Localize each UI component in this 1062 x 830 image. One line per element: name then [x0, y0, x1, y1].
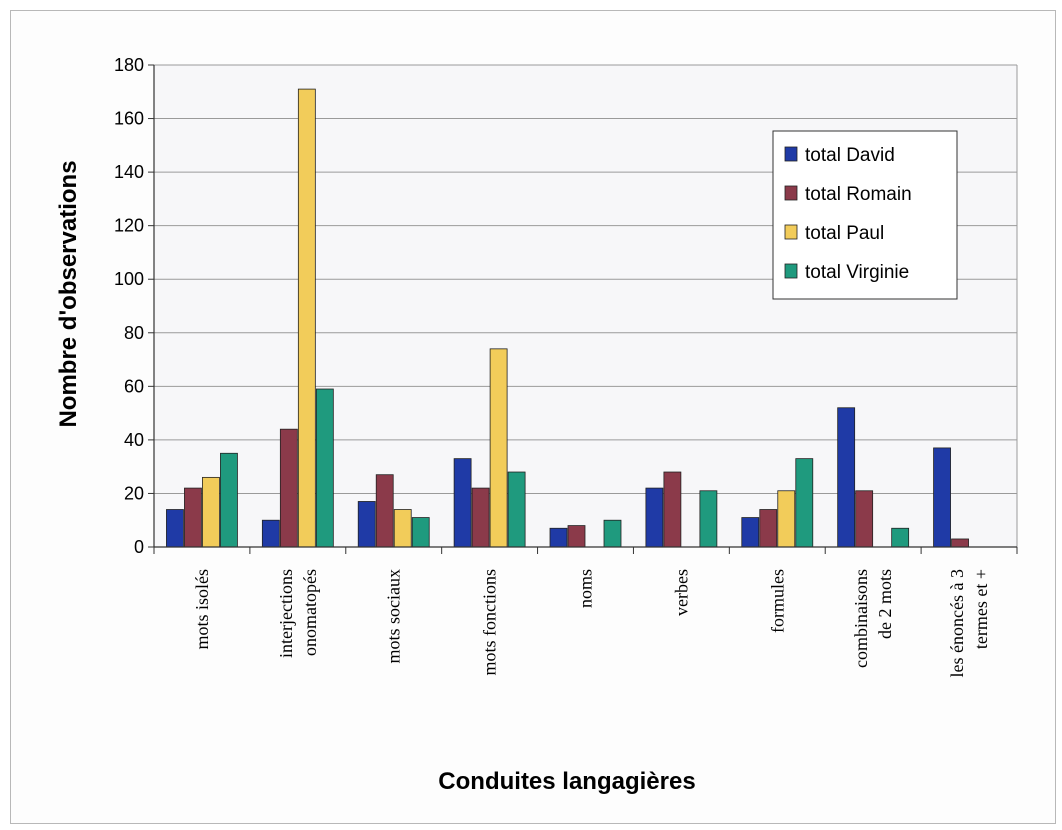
y-tick-label: 120 — [114, 216, 144, 236]
x-category-label-line: verbes — [671, 569, 691, 616]
bar-total-virginie-formules — [795, 458, 814, 548]
x-category-label-line: mots isolés — [192, 569, 212, 650]
bars — [166, 88, 969, 548]
bar-total-virginie-mots-fonctions — [507, 471, 526, 548]
x-category-labels: mots isolés interjections onomatopés mots s… — [192, 569, 991, 677]
bar-total-virginie-combinaisons-de-2-mots — [891, 527, 910, 548]
bar-total-virginie-interjections-onomatopes — [315, 388, 334, 548]
legend-swatch-total-romain — [784, 185, 798, 201]
bar-total-david-verbes — [645, 487, 664, 548]
x-category-label-line: les énoncés à 3 — [947, 569, 967, 677]
legend-label-total-david: total David — [805, 145, 895, 166]
bar-total-david-noms — [549, 527, 568, 548]
bar-total-david-formules — [741, 517, 760, 548]
bar-total-paul-interjections-onomatopes — [297, 88, 316, 548]
bar-total-romain-noms — [567, 525, 586, 548]
x-category-label-line: interjections — [276, 569, 296, 658]
bar-total-paul-mots-fonctions — [489, 348, 508, 548]
x-category-label-line: formules — [767, 569, 787, 633]
y-tick-label: 100 — [114, 269, 144, 289]
bar-total-paul-mots-sociaux — [393, 509, 412, 548]
bar-total-virginie-noms — [603, 519, 622, 548]
y-tick-label: 160 — [114, 109, 144, 129]
bar-total-virginie-verbes — [699, 490, 718, 548]
axes — [148, 64, 1018, 554]
x-category-label-line: mots sociaux — [384, 569, 404, 664]
x-category-label-mots-fonctions: mots fonctions — [480, 569, 500, 676]
legend-label-total-virginie: total Virginie — [805, 262, 909, 283]
bar-total-david-mots-isoles — [166, 509, 184, 548]
legend: total David total Romain total Paul total V… — [772, 130, 958, 300]
x-category-label-les-enonces-a-3-termes-et: les énoncés à 3 termes et + — [947, 569, 991, 677]
y-tick-label: 40 — [124, 430, 144, 450]
y-tick-labels: 0 20 40 60 80 100 120 140 160 180 — [114, 55, 144, 557]
legend-label-total-romain: total Romain — [805, 184, 912, 205]
legend-swatch-total-paul — [784, 224, 798, 240]
legend-swatch-total-david — [784, 146, 798, 162]
bar-total-romain-mots-isoles — [184, 487, 202, 548]
x-category-label-combinaisons-de-2-mots: combinaisons de 2 mots — [851, 569, 895, 668]
bar-total-david-combinaisons-de-2-mots — [837, 407, 856, 548]
y-tick-label: 20 — [124, 483, 144, 503]
x-category-label-verbes: verbes — [671, 569, 691, 616]
y-tick-label: 80 — [124, 323, 144, 343]
bar-total-romain-interjections-onomatopes — [279, 428, 298, 548]
y-tick-label: 0 — [134, 537, 144, 557]
x-category-label-mots-sociaux: mots sociaux — [384, 569, 404, 664]
x-category-label-formules: formules — [767, 569, 787, 633]
x-category-label-mots-isoles: mots isolés — [192, 569, 212, 650]
bar-total-romain-mots-sociaux — [375, 474, 394, 548]
x-category-label-line: termes et + — [971, 569, 991, 649]
x-axis-title: Conduites langagières — [438, 768, 695, 795]
bar-total-virginie-mots-isoles — [220, 452, 238, 548]
bar-total-virginie-mots-sociaux — [411, 517, 430, 548]
bar-total-paul-mots-isoles — [202, 476, 220, 548]
x-category-label-noms: noms — [576, 569, 596, 608]
legend-box — [772, 130, 958, 300]
bar-total-david-mots-fonctions — [453, 458, 472, 548]
x-category-label-interjections-onomatopes: interjections onomatopés — [276, 569, 320, 658]
bar-total-romain-combinaisons-de-2-mots — [855, 490, 874, 548]
legend-swatch-total-virginie — [784, 263, 798, 279]
bar-total-david-mots-sociaux — [357, 501, 376, 548]
x-category-label-line: onomatopés — [300, 569, 320, 656]
x-category-label-line: mots fonctions — [480, 569, 500, 676]
bar-total-romain-mots-fonctions — [471, 487, 490, 548]
bar-total-david-les-enonces-a-3-termes-et — [933, 447, 951, 548]
bar-total-paul-formules — [777, 490, 796, 548]
x-category-label-line: combinaisons — [851, 569, 871, 668]
bar-total-romain-formules — [759, 509, 778, 548]
x-category-label-line: de 2 mots — [875, 569, 895, 639]
bar-chart: 0 20 40 60 80 100 120 140 160 180 mots isolés inte… — [55, 55, 1018, 795]
bar-total-david-interjections-onomatopes — [261, 519, 280, 548]
y-tick-label: 180 — [114, 55, 144, 75]
x-category-label-line: noms — [576, 569, 596, 608]
y-axis-title: Nombre d'observations — [55, 160, 82, 427]
bar-total-romain-verbes — [663, 471, 682, 548]
y-tick-label: 60 — [124, 376, 144, 396]
bar-total-romain-les-enonces-a-3-termes-et — [951, 538, 969, 548]
y-tick-label: 140 — [114, 162, 144, 182]
legend-label-total-paul: total Paul — [805, 223, 884, 244]
chart-frame: 0 20 40 60 80 100 120 140 160 180 mots isolés inte… — [10, 10, 1056, 824]
